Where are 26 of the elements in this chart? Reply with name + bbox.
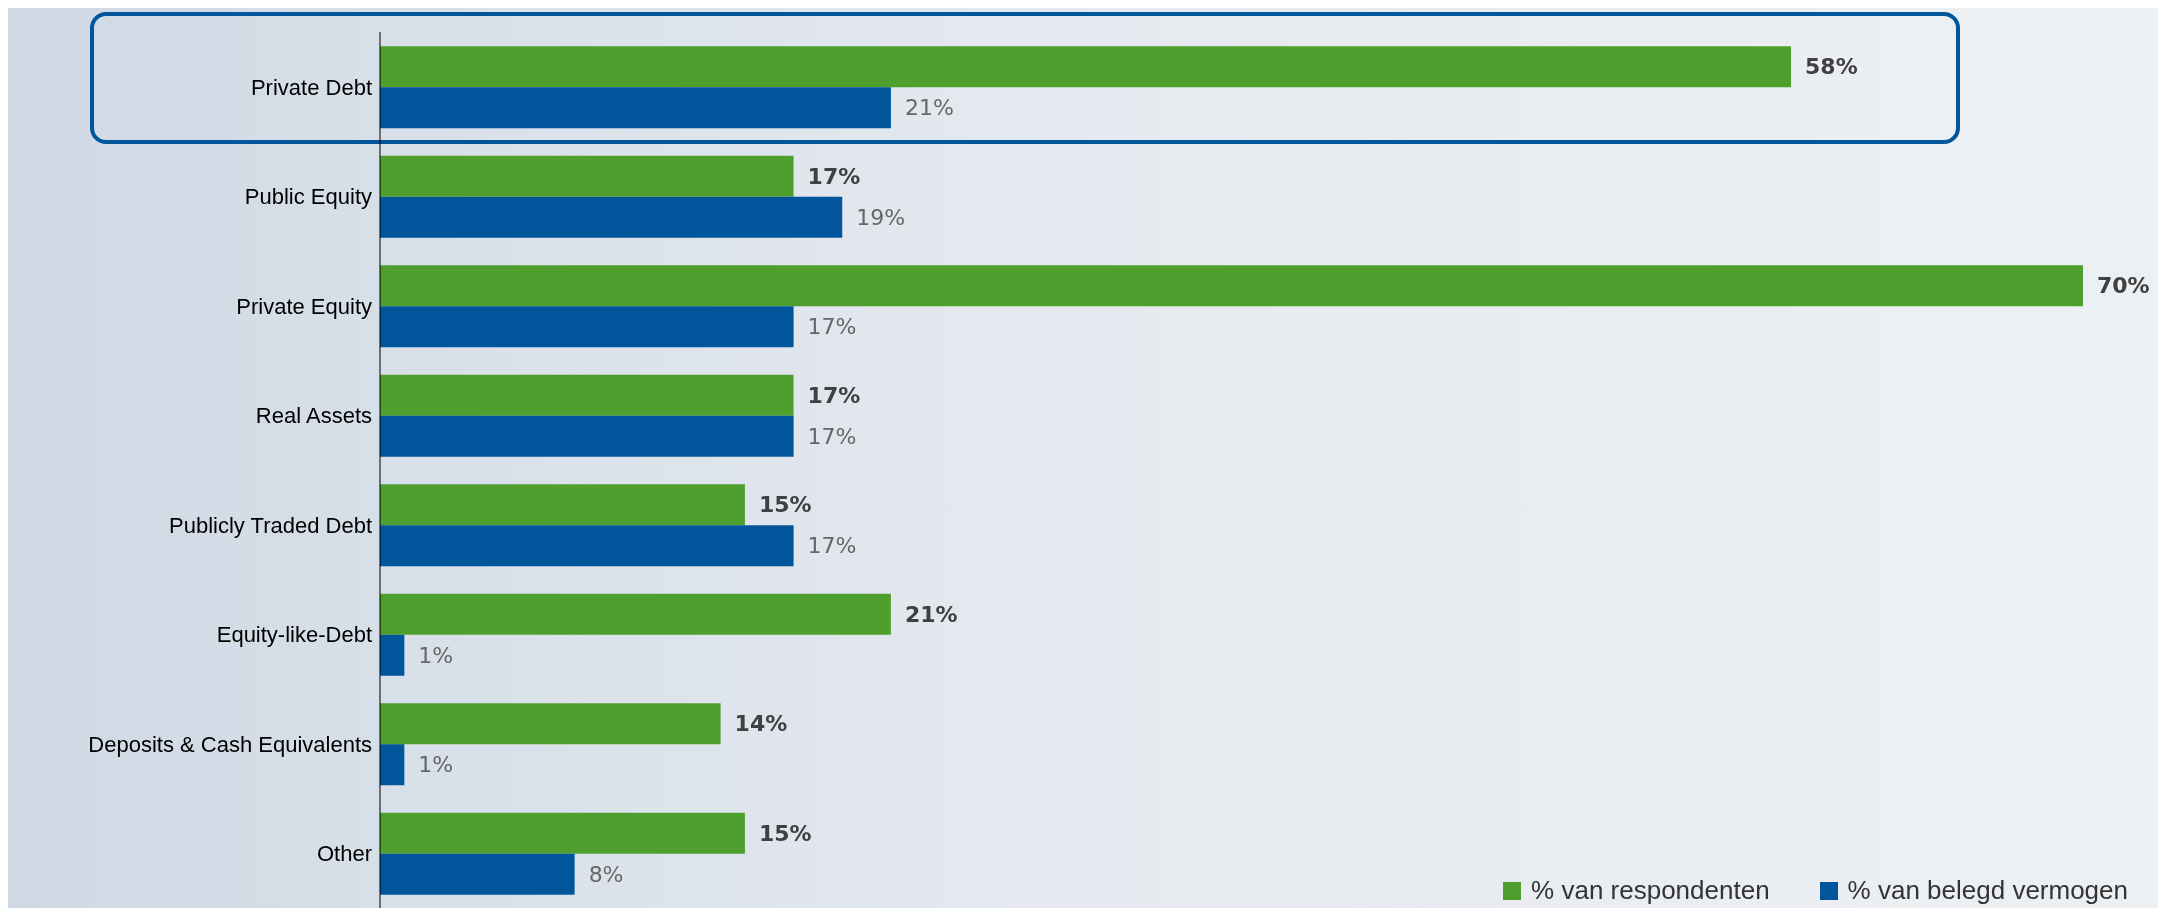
legend-label: % van respondenten bbox=[1531, 875, 1770, 906]
y-tick-label: Equity-like-Debt bbox=[216, 622, 372, 648]
y-tick-label: Publicly Traded Debt bbox=[169, 512, 372, 538]
data-label: 15% bbox=[758, 820, 812, 846]
data-label: 17% bbox=[807, 423, 857, 449]
data-label: 70% bbox=[2097, 273, 2150, 299]
y-tick-label: Private Debt bbox=[250, 74, 372, 100]
y-tick-label: Deposits & Cash Equivalents bbox=[88, 731, 372, 757]
data-label: 17% bbox=[807, 533, 857, 559]
data-label: 21% bbox=[904, 95, 954, 121]
data-label: 15% bbox=[758, 492, 812, 518]
legend-label: % van belegd vermogen bbox=[1847, 875, 2128, 906]
data-label: 8% bbox=[588, 861, 624, 887]
y-tick-label: Other bbox=[316, 841, 372, 867]
data-label: 1% bbox=[418, 642, 454, 668]
data-label: 58% bbox=[1805, 54, 1858, 80]
y-tick-label: Private Equity bbox=[236, 293, 372, 319]
data-label: 17% bbox=[807, 382, 861, 408]
data-label: 19% bbox=[856, 204, 906, 230]
data-label: 1% bbox=[418, 752, 454, 778]
data-label: 21% bbox=[904, 601, 958, 627]
data-label: 17% bbox=[807, 163, 861, 189]
y-tick-label: Public Equity bbox=[244, 184, 372, 210]
data-label: 17% bbox=[807, 314, 857, 340]
data-label: 14% bbox=[734, 711, 788, 737]
y-tick-label: Real Assets bbox=[255, 403, 372, 429]
